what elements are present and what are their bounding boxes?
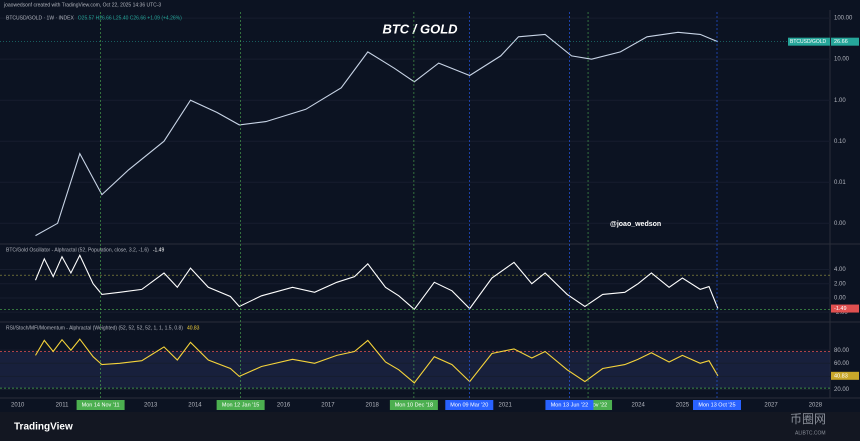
marker-label: Mon 13 Oct '25: [698, 402, 735, 408]
x-tick-label: 2021: [498, 403, 512, 409]
watermark-sub: ALIBTC.COM: [795, 430, 826, 436]
marker-box: [445, 400, 494, 410]
price-tag-name: BTCUSD/GOLD: [790, 39, 827, 45]
value-tag-bg: [831, 37, 859, 46]
series-line: [34, 254, 719, 311]
legend-stats: O25.57 H26.66 L25.40 C26.66 +1.09 (+4.26…: [78, 15, 182, 21]
x-tick-label: 2016: [277, 403, 291, 409]
marker-label: Mon 10 Dec '18: [395, 402, 433, 408]
chart-title: BTC / GOLD: [382, 21, 458, 36]
marker-box: [545, 400, 594, 410]
x-tick-label: 2013: [144, 403, 158, 409]
x-tick-label: 2017: [321, 403, 335, 409]
marker-label: Mon 09 Mar '20: [450, 402, 488, 408]
series-line: [35, 338, 719, 384]
y-tick-label: 80.00: [834, 348, 850, 354]
marker-box: [692, 400, 741, 410]
y-tick-label: 0.10: [834, 139, 846, 145]
x-tick-label: 2014: [188, 403, 202, 409]
x-tick-label: 2027: [764, 403, 778, 409]
legend-value: 40.83: [187, 325, 200, 331]
y-tick-label: 4.00: [834, 267, 846, 273]
y-tick-label: 0.00: [834, 296, 846, 302]
value-tag: 26.66: [834, 39, 848, 45]
y-tick-label: -2.00: [834, 310, 848, 316]
legend-value: -1.49: [153, 247, 165, 253]
marker-box: [216, 400, 265, 410]
x-tick-label: 2024: [631, 403, 645, 409]
x-tick-label: 2011: [56, 403, 70, 409]
x-tick-label: 2028: [809, 403, 823, 409]
watermark: 币圈网: [790, 412, 826, 426]
value-tag: 40.83: [834, 373, 848, 379]
legend: RSI/Stoch/MFI/Momentum - Alphractal (Wei…: [6, 325, 183, 331]
y-tick-label: 10.00: [834, 57, 850, 63]
price-tag-bg: [788, 37, 830, 46]
footer-bar: [0, 412, 860, 441]
marker-box: [76, 400, 125, 410]
y-tick-label: 2.00: [834, 281, 846, 287]
y-tick-label: 100.00: [834, 16, 853, 22]
y-tick-label: 20.00: [834, 387, 850, 393]
brand: TradingView: [14, 422, 73, 433]
marker-label: Mon 12 Jan '15: [222, 402, 259, 408]
y-tick-label: 1.00: [834, 98, 846, 104]
y-tick-label: 0.00: [834, 221, 846, 227]
y-tick-label: 60.00: [834, 361, 850, 367]
x-tick-label: 2025: [676, 403, 690, 409]
header: joaowedsonf created with TradingView.com…: [3, 2, 161, 8]
marker-label: Mon 13 Jun '22: [551, 402, 588, 408]
series-line: [35, 31, 719, 237]
value-tag-bg: [831, 371, 859, 380]
y-tick-label: 0.01: [834, 180, 846, 186]
x-tick-label: 2010: [11, 403, 25, 409]
legend: BTC/Gold Oscillator - Alphractal (52, Po…: [6, 247, 149, 253]
legend: BTCUSD/GOLD · 1W · INDEX: [6, 15, 74, 21]
annotation: @joao_wedson: [610, 221, 661, 228]
marker-box: [389, 400, 438, 410]
value-tag-bg: [831, 304, 859, 313]
value-tag: -1.49: [834, 306, 847, 312]
marker-label: Mon 14 Nov '11: [82, 402, 120, 408]
x-tick-label: 2018: [366, 403, 380, 409]
